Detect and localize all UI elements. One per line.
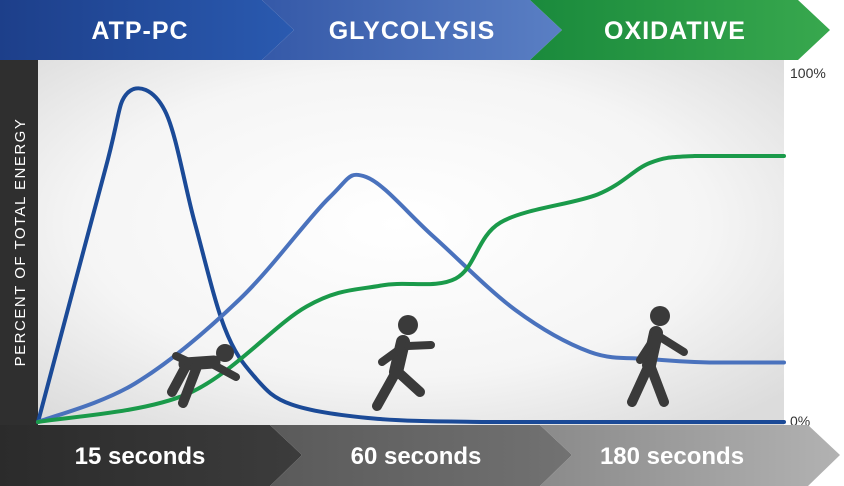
time-label-180: 180 seconds: [600, 443, 744, 470]
y-axis-label: PERCENT OF TOTAL ENERGY: [12, 118, 29, 367]
band-label-atp-pc: ATP-PC: [91, 17, 188, 45]
runner-icon: [372, 315, 435, 411]
system-bands: ATP-PC GLYCOLYSIS OXIDATIVE: [0, 0, 830, 60]
curve-atp-pc: [36, 86, 786, 425]
band-atp-pc: [0, 0, 294, 60]
walker-icon: [627, 306, 688, 407]
time-band-3: [540, 425, 840, 486]
activity-figures: [167, 306, 688, 411]
band-glycolysis: [262, 0, 562, 60]
band-label-glycolysis: GLYCOLYSIS: [329, 17, 496, 45]
time-band-2: [270, 425, 572, 486]
curve-oxidative: [36, 153, 786, 424]
y-axis-bar: [0, 60, 38, 425]
band-label-oxidative: OXIDATIVE: [604, 17, 746, 45]
band-oxidative: [530, 0, 830, 60]
time-label-60: 60 seconds: [351, 443, 482, 470]
time-band-1: [0, 425, 302, 486]
time-label-15: 15 seconds: [75, 443, 206, 470]
y-tick-100: 100%: [790, 65, 826, 81]
plot-area: [38, 60, 784, 425]
sprinter-icon: [167, 344, 240, 408]
time-bands: 15 seconds 60 seconds 180 seconds: [0, 425, 840, 486]
